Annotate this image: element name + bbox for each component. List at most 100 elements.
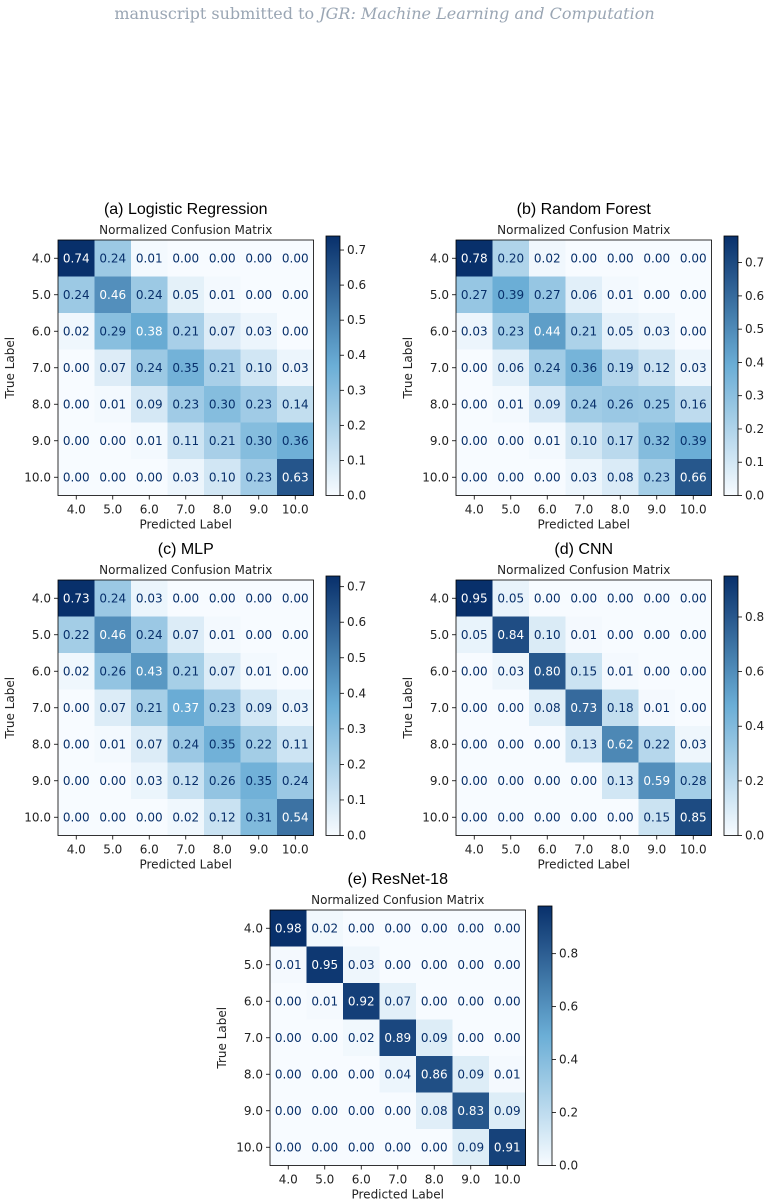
x-tick-label: 5.0 [315,1173,334,1187]
heatmap-cell [306,1092,344,1130]
heatmap-cell [131,762,168,800]
cell-value-label: 0.46 [99,288,126,302]
confusion-matrix-resnet-18: (e) ResNet-18 Normalized Confusion Matrix… [212,866,596,1201]
cell-value-label: 0.01 [643,701,670,715]
heatmap-svg: (a) Logistic Regression Normalized Confus… [3,201,366,532]
cell-value-label: 0.00 [209,251,236,265]
cell-value-label: 0.01 [209,628,236,642]
heatmap-cell [602,459,639,496]
cell-value-label: 0.10 [245,361,272,375]
cell-value-label: 0.73 [63,591,90,605]
x-tick-label: 4.0 [67,843,86,857]
cell-value-label: 0.00 [497,701,524,715]
heatmap-cell [638,580,676,617]
heatmap-cell [343,1129,380,1166]
heatmap-cell [131,653,168,690]
x-tick-label: 8.0 [425,1173,444,1187]
x-tick-label: 8.0 [213,503,232,517]
y-tick-label: 7.0 [430,361,449,375]
heatmap-cell [94,240,132,277]
heatmap-cell [131,240,168,277]
chart-title: Normalized Confusion Matrix [99,223,272,237]
cell-value-label: 0.00 [570,810,597,824]
heatmap-cell [94,313,132,350]
heatmap-cell [456,726,493,763]
heatmap-cell [240,459,278,496]
cell-value-label: 0.00 [680,628,707,642]
heatmap-cell [131,386,168,423]
heatmap-cell [602,240,639,277]
heatmap-cell [270,1129,307,1166]
heatmap-cell [204,616,241,654]
heatmap-cell [602,386,639,423]
heatmap-cell [489,1019,526,1057]
cell-value-label: 0.09 [494,1104,521,1118]
colorbar-tick-label: 0.7 [347,243,366,257]
y-tick-label: 4.0 [32,591,51,605]
cell-value-label: 0.09 [136,397,163,411]
heatmap-cell [131,349,168,387]
cell-value-label: 0.00 [275,1104,302,1118]
x-tick-label: 9.0 [647,503,666,517]
heatmap-cell [277,689,314,727]
heatmap-cell [565,689,603,727]
cell-value-label: 0.00 [421,994,448,1008]
cell-value-label: 0.00 [172,251,199,265]
colorbar-tick-label: 0.8 [745,610,764,624]
heatmap-cell [456,689,493,727]
x-tick-label: 8.0 [611,843,630,857]
x-axis-label: Predicted Label [537,858,630,872]
cell-value-label: 0.35 [172,361,199,375]
heatmap-cell [529,276,566,314]
heatmap-cell [416,1056,453,1093]
cell-value-label: 0.00 [534,810,561,824]
cell-value-label: 0.00 [643,664,670,678]
cell-value-label: 0.00 [534,470,561,484]
heatmap-cell [456,616,493,654]
y-tick-label: 4.0 [430,251,449,265]
heatmap-cell [492,580,530,617]
heatmap-cell [58,689,95,727]
heatmap-cell [565,762,603,800]
cell-value-label: 0.24 [136,361,163,375]
heatmap-cell [602,653,639,690]
x-tick-label: 8.0 [213,843,232,857]
heatmap-cell [452,1129,490,1166]
heatmap-cell [489,1129,526,1166]
cell-value-label: 0.04 [384,1067,411,1081]
heatmap-cell [240,616,278,654]
panel-title: (b) Random Forest [517,201,652,218]
heatmap-cell [675,653,712,690]
heatmap-cell [94,459,132,496]
cell-value-label: 0.22 [643,737,670,751]
colorbar-tick-label: 0.3 [347,383,366,397]
y-tick-label: 8.0 [32,397,51,411]
cell-value-label: 0.00 [457,994,484,1008]
cell-value-label: 0.07 [172,628,199,642]
heatmap-cell [240,762,278,800]
heatmap-cell [456,762,493,800]
cell-value-label: 0.38 [136,324,163,338]
heatmap-cell [452,1056,490,1093]
heatmap-cell [602,762,639,800]
y-tick-label: 5.0 [430,288,449,302]
cell-value-label: 0.39 [497,288,524,302]
cell-value-label: 0.09 [534,397,561,411]
heatmap-cell [131,580,168,617]
heatmap-cell [270,946,307,984]
y-tick-label: 9.0 [430,774,449,788]
y-tick-label: 10.0 [236,1140,263,1154]
cell-value-label: 0.05 [172,288,199,302]
heatmap-cell [565,459,603,496]
y-tick-label: 5.0 [32,288,51,302]
colorbar-tick-label: 0.6 [745,289,764,303]
cell-value-label: 0.07 [384,994,411,1008]
heatmap-cell [529,689,566,727]
y-tick-label: 5.0 [244,958,263,972]
heatmap-cell [343,983,380,1020]
x-axis-label: Predicted Label [139,858,232,872]
cell-value-label: 0.06 [497,361,524,375]
colorbar-tick-label: 0.6 [559,1000,578,1014]
cell-value-label: 0.24 [570,397,597,411]
colorbar-tick-label: 0.4 [347,348,366,362]
